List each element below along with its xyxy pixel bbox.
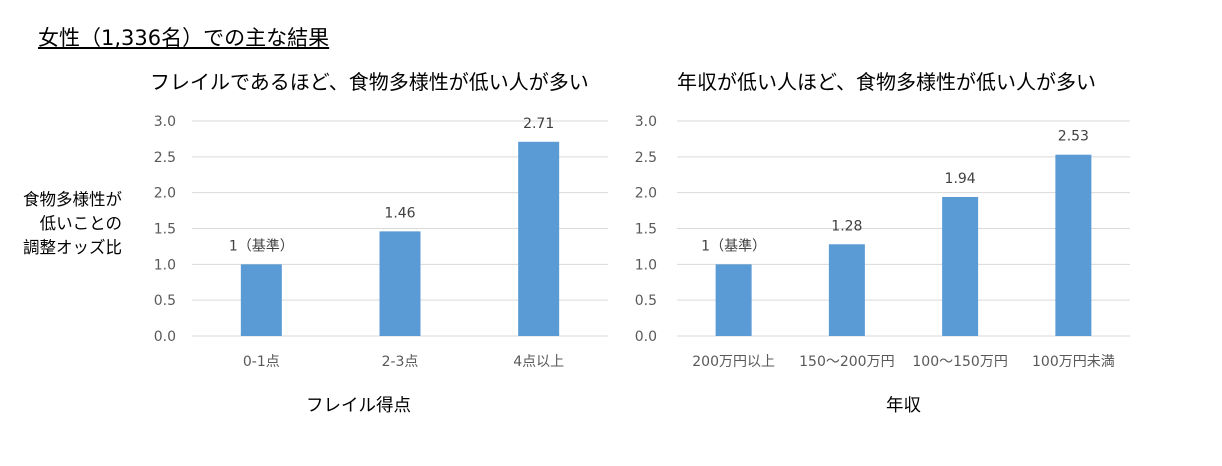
y-axis-label-line-2: 低いことの bbox=[39, 214, 122, 233]
chart-1-title: フレイルであるほど、食物多様性が低い人が多い bbox=[150, 70, 589, 94]
data-label: 1.94 bbox=[945, 171, 976, 187]
bar bbox=[379, 231, 421, 336]
chart-1-xlabel: フレイル得点 bbox=[306, 396, 411, 416]
data-label: 2.53 bbox=[1058, 129, 1089, 145]
y-axis-label-line-3: 調整オッズ比 bbox=[23, 238, 122, 257]
y-tick-label: 0.5 bbox=[635, 293, 657, 309]
page-heading: 女性（1,336名）での主な結果 bbox=[38, 26, 330, 50]
y-tick-label: 1.0 bbox=[154, 257, 176, 273]
data-label: 1（基準） bbox=[701, 237, 766, 254]
bar bbox=[942, 196, 979, 336]
bar bbox=[518, 141, 560, 336]
data-label: 1.46 bbox=[384, 205, 415, 221]
bar bbox=[1055, 154, 1092, 336]
bar bbox=[715, 264, 752, 336]
x-category-label: 4点以上 bbox=[513, 354, 564, 370]
y-tick-label: 2.5 bbox=[154, 150, 176, 166]
x-category-label: 200万円以上 bbox=[692, 354, 775, 370]
bar bbox=[240, 264, 282, 336]
x-category-label: 100万円未満 bbox=[1032, 354, 1115, 370]
x-category-label: 2-3点 bbox=[382, 354, 419, 370]
y-axis-label: 食物多様性が 低いことの 調整オッズ比 bbox=[0, 188, 122, 260]
y-tick-label: 2.0 bbox=[154, 186, 176, 202]
y-tick-label: 2.5 bbox=[635, 150, 657, 166]
x-category-label: 150～200万円 bbox=[799, 354, 894, 370]
y-axis-label-line-1: 食物多様性が bbox=[23, 190, 122, 209]
y-tick-label: 0.5 bbox=[154, 293, 176, 309]
y-tick-label: 0.0 bbox=[635, 329, 657, 345]
bar bbox=[828, 244, 865, 336]
data-label: 2.71 bbox=[523, 116, 554, 132]
y-tick-label: 3.0 bbox=[635, 114, 657, 130]
y-tick-label: 1.0 bbox=[635, 257, 657, 273]
y-tick-label: 1.5 bbox=[635, 222, 657, 238]
x-category-label: 0-1点 bbox=[243, 354, 280, 370]
data-label: 1（基準） bbox=[229, 237, 294, 254]
y-tick-label: 1.5 bbox=[154, 222, 176, 238]
chart-2-xlabel: 年収 bbox=[886, 396, 921, 416]
x-category-label: 100～150万円 bbox=[912, 354, 1007, 370]
y-tick-label: 3.0 bbox=[154, 114, 176, 130]
data-label: 1.28 bbox=[831, 218, 862, 234]
y-tick-label: 0.0 bbox=[154, 329, 176, 345]
chart-2-title: 年収が低い人ほど、食物多様性が低い人が多い bbox=[677, 70, 1096, 94]
y-tick-label: 2.0 bbox=[635, 186, 657, 202]
